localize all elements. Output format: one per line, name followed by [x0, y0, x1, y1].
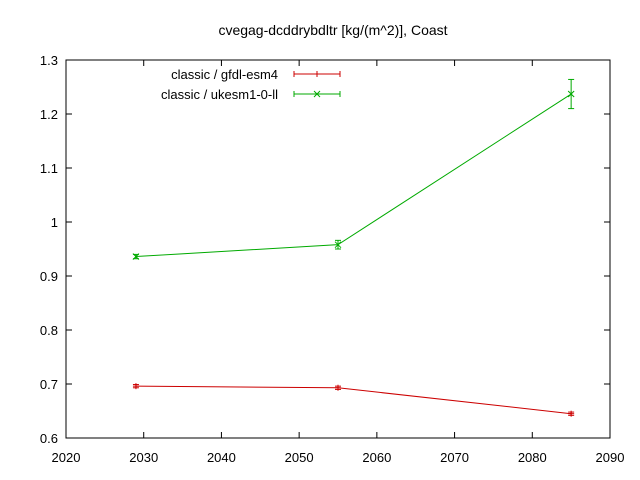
x-tick-label: 2070	[440, 450, 469, 465]
x-tick-label: 2060	[362, 450, 391, 465]
x-tick-label: 2090	[596, 450, 625, 465]
y-tick-label: 1.3	[40, 53, 58, 68]
series-1	[132, 383, 575, 417]
data-point	[568, 410, 575, 417]
legend-item: classic / ukesm1-0-ll	[161, 87, 341, 102]
y-tick-label: 0.9	[40, 269, 58, 284]
plot-frame	[65, 59, 611, 439]
y-tick-label: 1.1	[40, 161, 58, 176]
series-line	[135, 385, 572, 415]
data-point	[132, 383, 139, 390]
x-tick-label: 2030	[129, 450, 158, 465]
y-tick-label: 1	[51, 215, 58, 230]
chart-title: cvegag-dcddrybdltr [kg/(m^2)], Coast	[218, 22, 447, 38]
y-tick-label: 1.2	[40, 107, 58, 122]
series-line	[135, 93, 572, 258]
x-tick-label: 2040	[207, 450, 236, 465]
x-tick-label: 2020	[52, 450, 81, 465]
y-tick-label: 0.7	[40, 377, 58, 392]
legend-marker	[314, 71, 320, 77]
data-point	[567, 90, 575, 98]
data-point	[334, 241, 342, 249]
legend-item: classic / gfdl-esm4	[171, 67, 341, 82]
axis-ticks: 2020 2030 2040 2050 2060 2070 2080 2090 0.6 0.7 0.…	[40, 53, 625, 465]
y-tick-label: 0.6	[40, 431, 58, 446]
data-point	[335, 384, 341, 391]
x-tick-label: 2050	[285, 450, 314, 465]
legend: classic / gfdl-esm4 classic / ukesm1-0-ll	[161, 67, 341, 102]
x-tick-label: 2080	[518, 450, 547, 465]
legend-label: classic / gfdl-esm4	[171, 67, 278, 82]
y-tick-label: 0.8	[40, 323, 58, 338]
data-point	[132, 253, 140, 260]
series-layer	[132, 78, 575, 417]
legend-marker	[313, 90, 321, 98]
legend-label: classic / ukesm1-0-ll	[161, 87, 278, 102]
series-2	[132, 78, 575, 260]
